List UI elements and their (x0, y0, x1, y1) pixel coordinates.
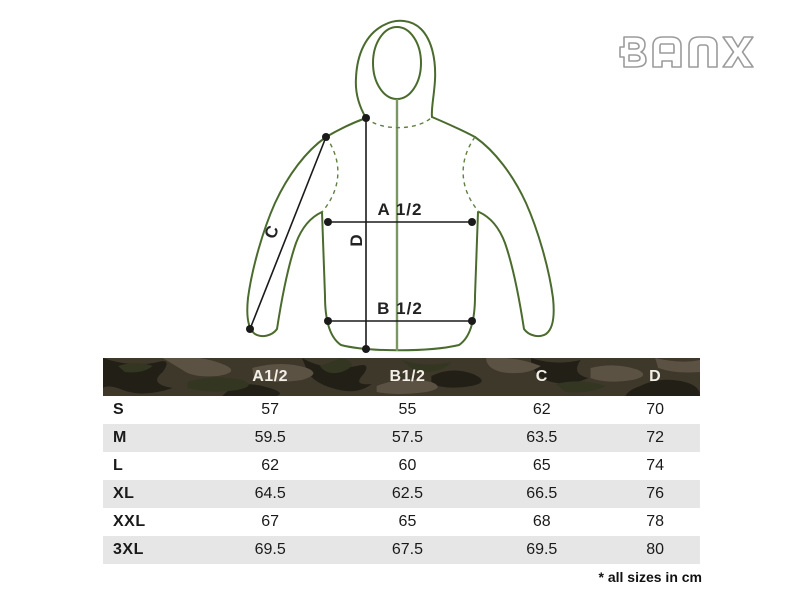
sleeve-right (474, 136, 555, 338)
brand-logo (619, 36, 754, 68)
units-footnote: * all sizes in cm (598, 569, 703, 585)
measure-dot (468, 317, 476, 325)
table-row-3xl: 3XL 69.5 67.5 69.5 80 (103, 536, 700, 564)
measure-dot (324, 218, 332, 226)
value-b: 57.5 (391, 429, 424, 446)
value-a: 57 (261, 401, 280, 418)
value-d: 80 (646, 541, 665, 558)
shoulder-right (431, 116, 476, 138)
armhole-seam-left (321, 136, 339, 213)
size-diagram: A 1/2 B 1/2 D C (246, 19, 754, 353)
measurement-lines: A 1/2 B 1/2 D C (246, 114, 476, 353)
col-header-a: A1/2 (252, 368, 289, 385)
logo-letter-a (652, 36, 682, 68)
value-d: 76 (646, 485, 665, 502)
measure-dot (468, 218, 476, 226)
size-label: 3XL (113, 541, 144, 558)
size-label: M (113, 429, 127, 446)
value-c: 69.5 (526, 541, 558, 558)
value-b: 62.5 (391, 485, 424, 502)
col-header-d: D (649, 368, 662, 385)
value-b: 55 (398, 401, 417, 418)
measure-dot (246, 325, 254, 333)
table-row-m: M 59.5 57.5 63.5 72 (103, 424, 700, 452)
value-a: 62 (261, 457, 280, 474)
hood-outline (354, 19, 437, 119)
value-d: 78 (646, 513, 665, 530)
value-b: 60 (398, 457, 417, 474)
value-c: 63.5 (526, 429, 558, 446)
value-b: 65 (398, 513, 417, 530)
measure-label-a: A 1/2 (377, 200, 422, 219)
logo-letter-n (688, 36, 718, 68)
shoulder-left (325, 117, 367, 138)
armhole-seam-right (462, 136, 480, 213)
value-d: 72 (646, 429, 665, 446)
measure-dot (362, 114, 370, 122)
measure-label-b: B 1/2 (377, 299, 423, 318)
table-row-l: L 62 60 65 74 (103, 452, 700, 480)
value-c: 68 (532, 513, 551, 530)
sleeve-left (246, 136, 327, 338)
table-body: S 57 55 62 70 M 59.5 57.5 63.5 72 L 62 6… (103, 396, 700, 564)
col-header-b: B1/2 (389, 368, 426, 385)
value-a: 59.5 (254, 429, 286, 446)
hood-face-opening (372, 26, 422, 100)
value-a: 67 (261, 513, 280, 530)
table-row-xxl: XXL 67 65 68 78 (103, 508, 700, 536)
neck-seam (365, 116, 433, 129)
size-table: A1/2 B1/2 C D S 57 55 62 70 M 59.5 57.5 … (103, 358, 700, 564)
measure-label-d: D (347, 233, 366, 246)
value-a: 69.5 (254, 541, 286, 558)
size-label: XXL (113, 513, 146, 530)
size-label: L (113, 457, 124, 474)
value-c: 65 (532, 457, 551, 474)
measure-dot (322, 133, 330, 141)
measure-dot (324, 317, 332, 325)
table-row-xl: XL 64.5 62.5 66.5 76 (103, 480, 700, 508)
value-d: 74 (646, 457, 665, 474)
body-outline (321, 211, 479, 352)
value-c: 62 (532, 401, 551, 418)
table-row-s: S 57 55 62 70 (103, 396, 700, 424)
col-header-c: C (535, 368, 548, 385)
value-d: 70 (646, 401, 665, 418)
measure-label-c: C (261, 222, 283, 241)
measure-dot (362, 345, 370, 353)
size-label: S (113, 401, 125, 418)
logo-letter-x (722, 36, 754, 68)
table-header: A1/2 B1/2 C D (103, 358, 700, 396)
camo-pattern (103, 358, 700, 396)
value-a: 64.5 (254, 485, 286, 502)
logo-letter-b (619, 36, 647, 68)
measure-line-c (249, 136, 327, 330)
size-label: XL (113, 485, 135, 502)
value-b: 67.5 (391, 541, 424, 558)
value-c: 66.5 (526, 485, 558, 502)
